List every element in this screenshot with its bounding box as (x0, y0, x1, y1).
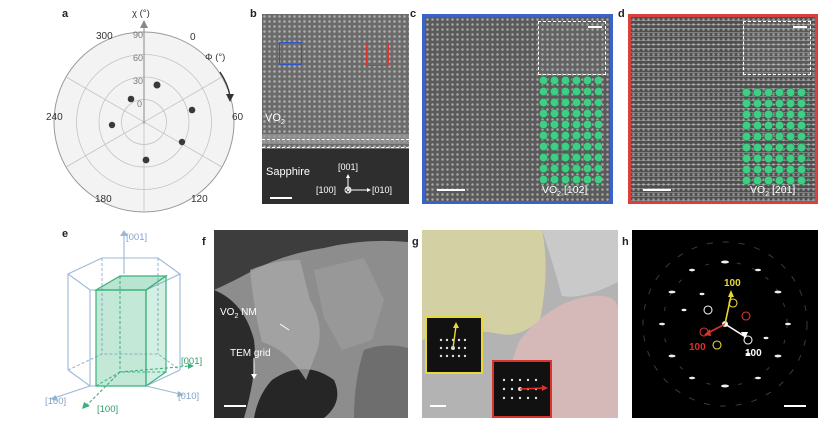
nanomembrane-image (214, 230, 408, 418)
tem-cross-section (262, 14, 409, 204)
chi-axis-label: χ (°) (132, 8, 150, 19)
axis-001-label: [001] (126, 232, 148, 243)
azimuth-tick: 120 (191, 194, 208, 205)
reflection-label-red: 100 (689, 342, 706, 353)
crystal-axes-icon (344, 174, 371, 194)
panel-label-b: b (250, 8, 257, 20)
radial-tick: 30 (133, 76, 144, 86)
inset-box (743, 21, 811, 75)
panel-label-e: e (62, 228, 69, 240)
axis-100-label: [100] (316, 185, 337, 195)
diffraction-pattern (632, 230, 818, 418)
pole-spot (142, 156, 150, 164)
hrtem-image-102 (422, 14, 613, 204)
zone-axis-label-c: VO2 [102] (542, 184, 588, 199)
azimuth-tick: 0 (190, 32, 196, 43)
scale-bar (270, 197, 292, 199)
azimuth-tick: 180 (95, 194, 112, 205)
pole-figure (53, 20, 235, 213)
pole-spot (178, 138, 186, 146)
reflection-label-white: 100 (745, 348, 762, 359)
axis-010-label: [010] (178, 391, 200, 402)
atom-model-overlay (538, 75, 602, 187)
panel-label-d: d (618, 8, 625, 20)
region-box-blue (279, 42, 302, 65)
azimuth-tick: 60 (232, 112, 244, 123)
zone-axis-label-d: VO2 [201] (750, 184, 796, 199)
hrtem-image-201 (628, 14, 818, 204)
panel-label-h: h (622, 236, 629, 248)
axis-100-label: [100] (97, 404, 119, 415)
tem-grid-label: TEM grid (230, 348, 271, 359)
axis-001-label: [001] (181, 356, 203, 367)
axis-001-label: [001] (338, 162, 359, 172)
radial-tick: 60 (133, 53, 144, 63)
unit-cell-diagram (50, 230, 194, 409)
fft-inset-red (492, 360, 552, 418)
panel-label-f: f (202, 236, 206, 248)
azimuth-tick: 300 (96, 31, 113, 42)
vo2-layer-label: VO2 (265, 112, 285, 127)
pole-spot (127, 95, 135, 103)
reflection-label-yellow: 100 (724, 278, 741, 289)
panel-label-a: a (62, 8, 69, 20)
phi-axis-label: Φ (°) (205, 52, 226, 63)
fft-inset-yellow (425, 316, 483, 374)
axis-100-label: [100] (45, 396, 67, 407)
pole-spot (108, 121, 116, 129)
colorized-tem-image (422, 230, 618, 418)
nanomembrane-label: VO2 NM (220, 307, 257, 320)
radial-tick: 0 (137, 99, 143, 109)
panel-label-c: c (410, 8, 417, 20)
panel-label-g: g (412, 236, 419, 248)
azimuth-tick: 240 (46, 112, 63, 123)
sapphire-label: Sapphire (266, 166, 311, 178)
atom-model-overlay (741, 87, 809, 187)
pole-spot (188, 106, 196, 114)
pole-spot (153, 81, 161, 89)
axis-010-label: [010] (372, 185, 393, 195)
radial-tick: 90 (133, 30, 144, 40)
inset-box (538, 21, 606, 75)
region-box-red (366, 43, 389, 66)
